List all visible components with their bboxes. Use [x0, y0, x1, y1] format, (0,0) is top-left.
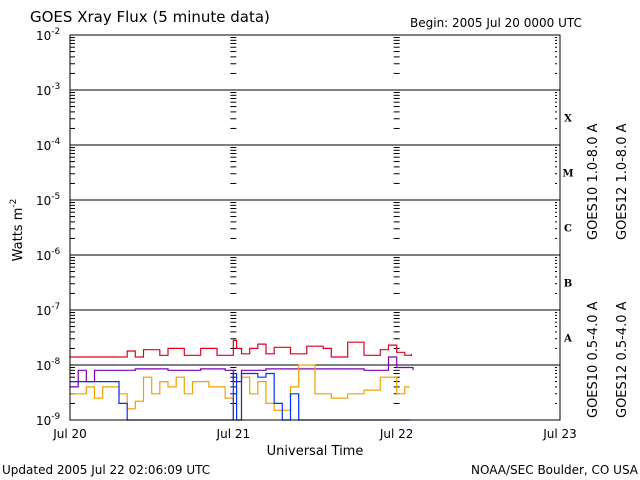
legend-goes10-long: GOES10 1.0-8.0 A — [586, 123, 601, 240]
x-axis-label: Universal Time — [267, 444, 364, 459]
x-tick-label: Jul 22 — [379, 427, 414, 441]
updated-timestamp: Updated 2005 Jul 22 02:06:09 UTC — [2, 463, 210, 477]
x-tick-labels: Jul 20 Jul 21 Jul 22 Jul 23 — [52, 427, 577, 441]
y-tick-label: 10-5 — [36, 192, 60, 208]
credit-label: NOAA/SEC Boulder, CO USA — [471, 463, 639, 477]
series-line-goes10_long — [70, 356, 414, 388]
series-lines — [70, 339, 414, 421]
grid-lines — [70, 89, 560, 366]
flare-class-a: A — [563, 334, 572, 345]
plot-frame — [69, 34, 561, 421]
flare-class-m: M — [562, 169, 573, 180]
y-tick-label: 10-6 — [36, 247, 61, 263]
series-line-goes10_short — [70, 364, 410, 421]
y-tick-labels: 10-2 10-3 10-4 10-5 10-6 10-7 10-8 10-9 — [36, 27, 61, 428]
y-tick-label: 10-7 — [36, 302, 60, 318]
x-tick-label: Jul 23 — [542, 427, 577, 441]
flare-class-labels: X M C B A — [562, 114, 573, 345]
minor-ticks — [70, 37, 560, 421]
legend-goes10-short: GOES10 0.5-4.0 A — [586, 301, 601, 418]
legend-goes12-long: GOES12 1.0-8.0 A — [615, 123, 630, 240]
series-line-goes12_long — [70, 339, 412, 358]
series-line-goes12_short — [70, 372, 410, 421]
y-tick-label: 10-4 — [36, 137, 61, 153]
y-tick-label: 10-8 — [36, 357, 61, 373]
flare-class-b: B — [564, 279, 572, 290]
x-tick-label: Jul 21 — [216, 427, 251, 441]
y-tick-label: 10-9 — [36, 412, 61, 428]
y-tick-label: 10-3 — [36, 82, 60, 98]
flare-class-c: C — [564, 224, 572, 235]
flare-class-x: X — [564, 114, 572, 125]
legend: GOES10 1.0-8.0 A GOES12 1.0-8.0 A GOES10… — [586, 123, 630, 418]
legend-goes12-short: GOES12 0.5-4.0 A — [615, 301, 630, 418]
begin-label: Begin: 2005 Jul 20 0000 UTC — [410, 16, 582, 30]
y-axis-label: Watts m-2 — [9, 199, 26, 262]
chart-title: GOES Xray Flux (5 minute data) — [30, 8, 270, 26]
x-tick-label: Jul 20 — [52, 427, 87, 441]
y-tick-label: 10-2 — [36, 27, 60, 43]
